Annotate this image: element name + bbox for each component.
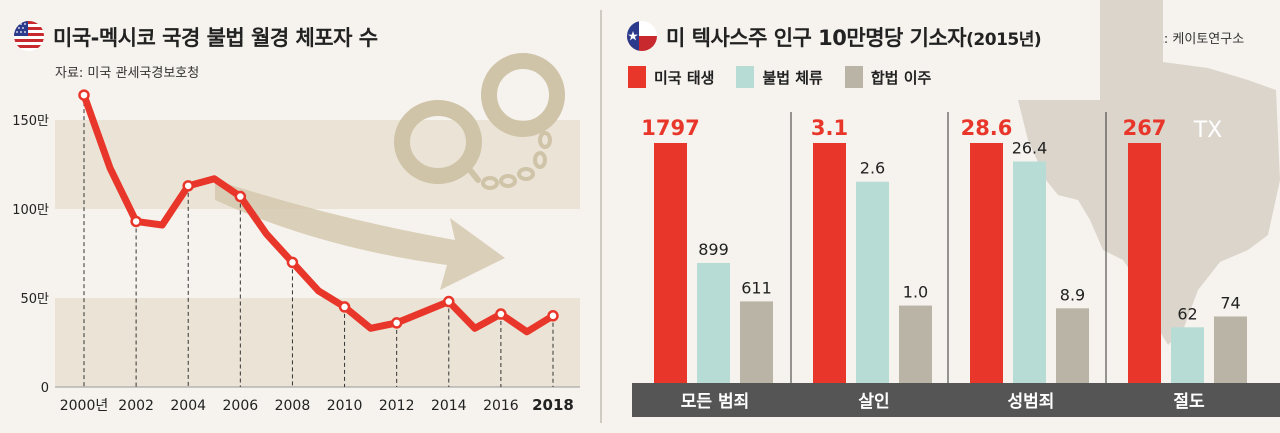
legend-label-illegal: 불법 체류	[762, 68, 823, 87]
right-title: 미 텍사스주 인구 10만명당 기소자(2015년)	[666, 22, 1042, 52]
bar	[899, 305, 932, 383]
category-label: 성범죄	[1008, 392, 1055, 412]
data-point	[443, 295, 455, 308]
bar	[970, 143, 1003, 383]
texas-flag-icon	[627, 21, 657, 51]
category-label: 모든 범죄	[681, 392, 749, 412]
right-title-suffix: (2015년)	[966, 30, 1042, 50]
bar	[740, 301, 773, 383]
data-point	[547, 310, 559, 322]
bar	[856, 181, 889, 383]
data-point	[390, 317, 403, 329]
y-tick-label: 0	[41, 381, 49, 396]
bar	[1171, 327, 1204, 383]
category-strip	[632, 383, 1280, 417]
bar-value-label: 2.6	[860, 159, 885, 178]
data-point	[130, 215, 142, 228]
bar	[1128, 143, 1161, 383]
arrests-line-chart: 0 50만 100만 150만 2000년 2002 2004 2006 2008 2010 20…	[12, 53, 580, 414]
bar-value-label: 267	[1123, 116, 1167, 140]
arrests-panel: 미국-멕시코 국경 불법 월경 체포자 수 자료: 미국 관세국경보호청 0 50…	[0, 0, 600, 433]
bar-legend: 미국 태생 불법 체류 합법 이주	[628, 66, 953, 88]
legend-swatch-legal	[844, 66, 863, 88]
left-title: 미국-멕시코 국경 불법 월경 체포자 수	[53, 26, 378, 50]
data-point	[338, 301, 351, 313]
category-label: 절도	[1173, 391, 1205, 412]
x-tick-label: 2014	[431, 398, 467, 414]
legend-swatch-native	[628, 66, 646, 88]
data-point	[78, 89, 90, 101]
x-tick-label: 2010	[327, 398, 363, 414]
bar-value-label: 1.0	[903, 283, 928, 302]
bar-value-label: 1797	[641, 116, 699, 140]
us-flag-icon	[14, 21, 44, 51]
x-tick-label: 2018	[532, 396, 574, 414]
legend-label-legal: 합법 이주	[870, 68, 932, 87]
legend-item-legal: 합법 이주	[844, 66, 932, 88]
arrests-series-line	[80, 91, 557, 336]
legend-item-illegal: 불법 체류	[736, 66, 823, 88]
bar-value-label: 611	[741, 278, 772, 297]
band-100-150	[55, 120, 580, 209]
bar	[1013, 161, 1046, 383]
indictments-bar-chart: TX 1797 899 611 3.1 2.6 1.0 28.626.4 8.9 267 62 74…	[632, 0, 1280, 417]
indictments-panel: 미 텍사스주 인구 10만명당 기소자(2015년) 자료: 케이토연구소 TX…	[608, 0, 1280, 433]
bar-value-label: 26.4	[1012, 138, 1048, 157]
x-tick-label: 2002	[118, 398, 154, 414]
bar	[654, 143, 687, 383]
data-point	[495, 308, 507, 320]
y-tick-label: 100만	[12, 203, 49, 218]
category-label: 살인	[858, 392, 889, 412]
x-tick-label: 2016	[483, 398, 519, 414]
bar-value-label: 74	[1220, 293, 1240, 312]
data-point	[234, 190, 247, 203]
right-source: 자료: 케이토연구소	[1140, 32, 1245, 47]
x-tick-label: 2000년	[60, 398, 109, 414]
panel-divider	[600, 10, 602, 423]
bar-value-label: 3.1	[811, 116, 848, 140]
left-source: 자료: 미국 관세국경보호청	[55, 66, 200, 81]
bar-value-label: 62	[1177, 304, 1197, 323]
bar	[1056, 308, 1089, 383]
band-0-50	[55, 298, 580, 387]
y-tick-label: 150만	[12, 114, 49, 129]
legend-item-native: 미국 태생	[628, 66, 714, 88]
bar-value-label: 8.9	[1060, 285, 1085, 304]
x-tick-label: 2006	[223, 398, 259, 414]
data-point	[182, 180, 194, 192]
map-label-tx: TX	[1193, 118, 1223, 143]
x-tick-label: 2004	[170, 398, 206, 414]
legend-swatch-illegal	[736, 66, 755, 88]
legend-label-native: 미국 태생	[654, 68, 715, 87]
x-tick-label: 2012	[379, 398, 415, 414]
x-tick-label: 2008	[275, 398, 311, 414]
trend-arrow-icon	[215, 180, 505, 290]
data-point	[286, 256, 299, 269]
bar-value-label: 899	[698, 240, 729, 259]
handcuffs-icon	[394, 53, 565, 190]
bar-value-label: 28.6	[961, 116, 1013, 140]
bar	[1214, 316, 1247, 383]
right-title-main: 미 텍사스주 인구 10만명당 기소자	[666, 26, 967, 50]
bar	[697, 262, 730, 383]
y-tick-label: 50만	[20, 292, 49, 307]
bar	[813, 143, 846, 383]
